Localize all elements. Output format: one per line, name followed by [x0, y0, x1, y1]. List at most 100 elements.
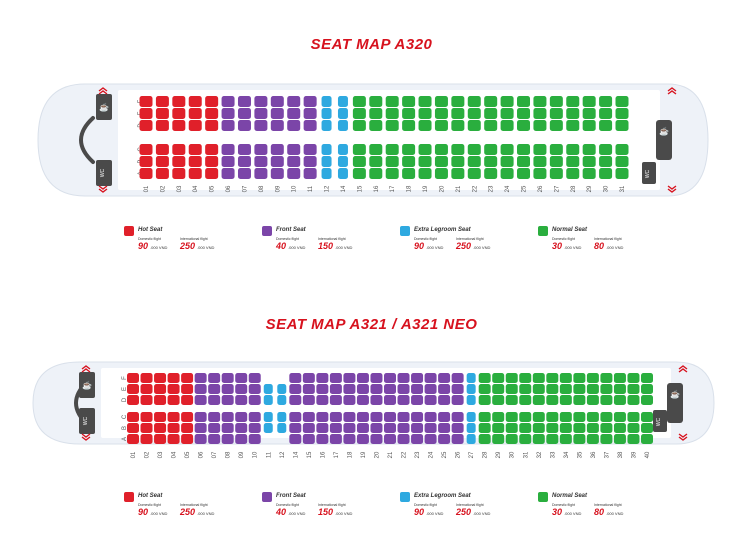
- seat-front[interactable]: [254, 108, 268, 119]
- seat-hot[interactable]: [167, 434, 180, 444]
- seat-normal[interactable]: [641, 384, 653, 394]
- seat-front[interactable]: [221, 373, 234, 383]
- seat-front[interactable]: [438, 384, 451, 394]
- seat-normal[interactable]: [369, 156, 383, 167]
- seat-hot[interactable]: [154, 412, 167, 422]
- seat-normal[interactable]: [615, 108, 629, 119]
- seat-normal[interactable]: [582, 120, 596, 131]
- seat-legroom[interactable]: [321, 144, 332, 155]
- seat-normal[interactable]: [500, 156, 514, 167]
- seat-normal[interactable]: [402, 144, 416, 155]
- seat-front[interactable]: [221, 395, 234, 405]
- seat-front[interactable]: [384, 434, 396, 444]
- seat-normal[interactable]: [546, 384, 559, 394]
- seat-normal[interactable]: [451, 144, 465, 155]
- seat-normal[interactable]: [434, 120, 448, 131]
- seat-legroom[interactable]: [263, 423, 273, 433]
- seat-front[interactable]: [370, 373, 383, 383]
- seat-hot[interactable]: [167, 412, 180, 422]
- seat-front[interactable]: [221, 423, 234, 433]
- seat-normal[interactable]: [573, 412, 586, 422]
- seat-front[interactable]: [370, 395, 383, 405]
- seat-front[interactable]: [397, 412, 410, 422]
- seat-front[interactable]: [303, 168, 317, 179]
- seat-normal[interactable]: [599, 156, 613, 167]
- seat-front[interactable]: [208, 395, 221, 405]
- seat-front[interactable]: [316, 373, 329, 383]
- seat-front[interactable]: [248, 412, 261, 422]
- seat-front[interactable]: [438, 412, 451, 422]
- seat-normal[interactable]: [467, 144, 481, 155]
- seat-front[interactable]: [302, 395, 315, 405]
- seat-normal[interactable]: [546, 412, 559, 422]
- seat-hot[interactable]: [154, 423, 167, 433]
- seat-normal[interactable]: [532, 395, 545, 405]
- seat-normal[interactable]: [500, 144, 514, 155]
- seat-front[interactable]: [248, 434, 261, 444]
- seat-hot[interactable]: [167, 423, 180, 433]
- seat-front[interactable]: [329, 434, 342, 444]
- seat-normal[interactable]: [505, 373, 518, 383]
- seat-normal[interactable]: [402, 96, 416, 107]
- seat-normal[interactable]: [566, 108, 580, 119]
- seat-front[interactable]: [303, 120, 317, 131]
- seat-front[interactable]: [237, 144, 251, 155]
- seat-front[interactable]: [303, 108, 317, 119]
- seat-normal[interactable]: [533, 144, 547, 155]
- seat-front[interactable]: [384, 395, 396, 405]
- seat-legroom[interactable]: [321, 156, 332, 167]
- seat-normal[interactable]: [484, 120, 498, 131]
- seat-normal[interactable]: [549, 120, 563, 131]
- seat-legroom[interactable]: [277, 423, 287, 433]
- seat-front[interactable]: [194, 412, 207, 422]
- seat-normal[interactable]: [434, 108, 448, 119]
- seat-front[interactable]: [208, 423, 221, 433]
- seat-front[interactable]: [237, 96, 251, 107]
- seat-normal[interactable]: [559, 434, 572, 444]
- seat-front[interactable]: [316, 423, 329, 433]
- seat-front[interactable]: [411, 434, 424, 444]
- seat-normal[interactable]: [369, 96, 383, 107]
- seat-front[interactable]: [451, 373, 464, 383]
- seat-normal[interactable]: [627, 395, 640, 405]
- seat-hot[interactable]: [172, 156, 186, 167]
- seat-normal[interactable]: [352, 156, 366, 167]
- seat-normal[interactable]: [517, 96, 531, 107]
- seat-normal[interactable]: [369, 168, 383, 179]
- seat-normal[interactable]: [582, 96, 596, 107]
- seat-normal[interactable]: [385, 156, 399, 167]
- seat-normal[interactable]: [418, 96, 432, 107]
- seat-normal[interactable]: [586, 412, 599, 422]
- seat-hot[interactable]: [127, 434, 139, 444]
- seat-normal[interactable]: [599, 144, 613, 155]
- seat-front[interactable]: [424, 423, 437, 433]
- seat-hot[interactable]: [188, 168, 202, 179]
- seat-hot[interactable]: [127, 395, 139, 405]
- seat-normal[interactable]: [402, 108, 416, 119]
- seat-normal[interactable]: [478, 434, 491, 444]
- seat-front[interactable]: [248, 395, 261, 405]
- seat-normal[interactable]: [385, 144, 399, 155]
- seat-hot[interactable]: [167, 373, 180, 383]
- seat-normal[interactable]: [505, 384, 518, 394]
- seat-normal[interactable]: [627, 384, 640, 394]
- seat-legroom[interactable]: [337, 144, 348, 155]
- seat-front[interactable]: [235, 434, 248, 444]
- seat-normal[interactable]: [352, 120, 366, 131]
- seat-normal[interactable]: [613, 373, 626, 383]
- seat-legroom[interactable]: [263, 384, 273, 394]
- seat-normal[interactable]: [533, 120, 547, 131]
- seat-front[interactable]: [287, 144, 301, 155]
- seat-normal[interactable]: [566, 156, 580, 167]
- seat-front[interactable]: [221, 144, 235, 155]
- seat-normal[interactable]: [559, 412, 572, 422]
- seat-front[interactable]: [356, 373, 369, 383]
- seat-front[interactable]: [424, 434, 437, 444]
- seat-legroom[interactable]: [466, 434, 476, 444]
- seat-legroom[interactable]: [277, 384, 287, 394]
- seat-normal[interactable]: [434, 96, 448, 107]
- seat-hot[interactable]: [140, 434, 153, 444]
- seat-front[interactable]: [237, 108, 251, 119]
- seat-hot[interactable]: [205, 96, 219, 107]
- seat-front[interactable]: [343, 434, 356, 444]
